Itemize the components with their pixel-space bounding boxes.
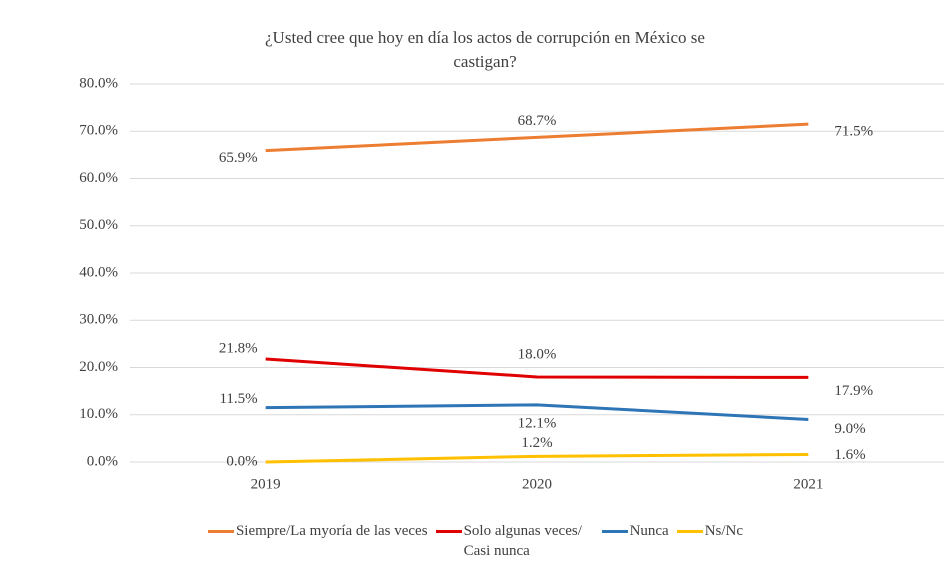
data-label: 65.9% — [219, 150, 258, 166]
chart-title: ¿Usted cree que hoy en día los actos de … — [265, 28, 705, 71]
data-label: 11.5% — [219, 391, 257, 407]
legend-swatch — [207, 530, 234, 533]
x-tick-label: 2021 — [793, 476, 823, 492]
y-tick-label: 10.0% — [79, 406, 118, 422]
data-label: 17.9% — [834, 383, 873, 399]
data-label: 9.0% — [834, 421, 865, 437]
data-label: 1.6% — [834, 447, 865, 463]
legend: Siempre/La myoría de las veces Solo algun… — [0, 521, 951, 561]
data-label: 18.0% — [518, 346, 557, 362]
legend-label: Nunca — [629, 523, 669, 539]
legend-item: Solo algunas veces/ Casi nunca — [435, 521, 594, 561]
series-line — [265, 122, 809, 153]
y-tick-label: 50.0% — [79, 217, 118, 233]
data-label: 12.1% — [518, 415, 557, 431]
data-label: 68.7% — [518, 113, 557, 129]
legend-item: Nunca — [601, 521, 669, 541]
series-line — [265, 403, 809, 421]
legend-swatch — [601, 530, 628, 533]
legend-label: Ns/Nc — [704, 523, 744, 539]
legend-label: Siempre/La myoría de las veces — [235, 523, 428, 539]
legend-item: Ns/Nc — [676, 521, 744, 541]
y-tick-label: 40.0% — [79, 264, 118, 280]
series-line — [265, 357, 809, 379]
series-line — [265, 452, 809, 464]
y-tick-label: 20.0% — [79, 359, 118, 375]
data-label: 71.5% — [834, 124, 873, 140]
legend-swatch — [435, 530, 462, 533]
data-label: 0.0% — [226, 453, 257, 469]
legend-item: Siempre/La myoría de las veces — [207, 521, 428, 541]
y-tick-label: 0.0% — [87, 453, 118, 469]
y-tick-label: 30.0% — [79, 312, 118, 328]
data-label: 1.2% — [521, 435, 552, 451]
y-tick-label: 80.0% — [79, 75, 118, 91]
x-tick-label: 2020 — [522, 476, 552, 492]
y-tick-label: 60.0% — [79, 170, 118, 186]
legend-label: Solo algunas veces/ Casi nunca — [463, 523, 582, 559]
legend-swatch — [676, 530, 703, 533]
data-label: 21.8% — [219, 340, 258, 356]
y-tick-label: 70.0% — [79, 123, 118, 139]
x-tick-label: 2019 — [251, 476, 281, 492]
